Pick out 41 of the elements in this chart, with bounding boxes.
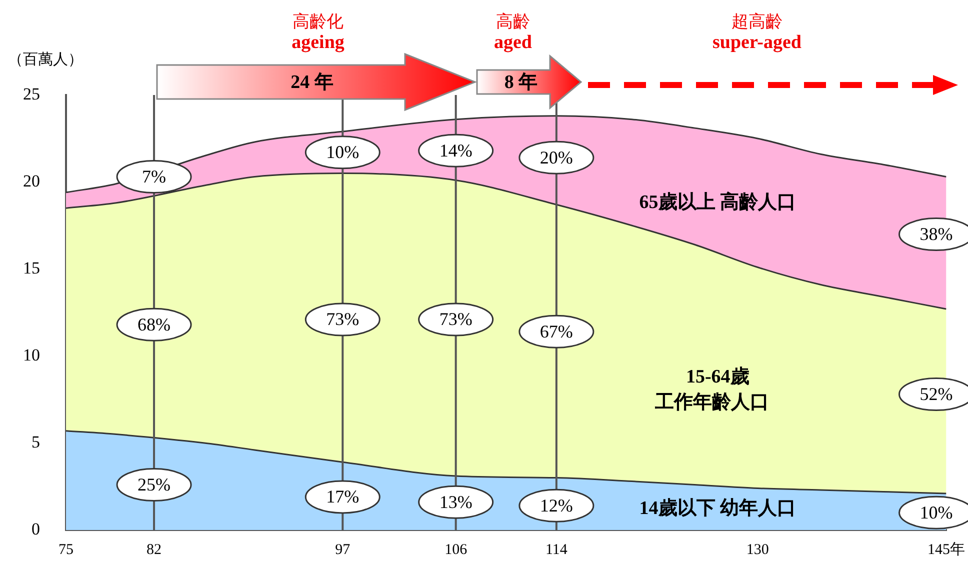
- annotation: 52%: [920, 384, 953, 404]
- annotation: 14%: [439, 140, 472, 160]
- y-tick-label: 0: [32, 519, 40, 538]
- series-label: 15-64歲: [686, 366, 750, 388]
- x-tick-label: 75: [58, 542, 74, 558]
- annotation: 38%: [920, 224, 953, 244]
- x-tick-label: 97: [335, 542, 351, 558]
- x-tick-label: 106: [444, 542, 468, 558]
- text: 24 年: [290, 71, 334, 95]
- y-tick-label: 25: [23, 84, 40, 104]
- annotation: 10%: [920, 502, 953, 522]
- text: aged: [494, 32, 532, 54]
- text: super-aged: [712, 32, 802, 54]
- annotation: 7%: [142, 166, 166, 187]
- annotation: 68%: [138, 314, 171, 334]
- text: 高齡: [496, 11, 530, 33]
- annotation: 73%: [439, 309, 472, 330]
- text: ageing: [292, 32, 344, 54]
- y-tick-label: 15: [23, 258, 40, 278]
- series-label: 14歲以下 幼年人口: [639, 497, 796, 520]
- text: 超高齡: [732, 11, 782, 33]
- text: 高齡化: [292, 11, 344, 33]
- series-label: 65歲以上 高齡人口: [639, 190, 796, 213]
- x-tick-label: 82: [146, 542, 162, 558]
- y-tick-label: 10: [23, 345, 40, 364]
- x-tick-label: 130: [746, 542, 769, 558]
- annotation: 工作年齡人口: [655, 391, 769, 415]
- y-tick-label: 5: [32, 432, 40, 452]
- annotation: 25%: [138, 474, 171, 494]
- annotation: 20%: [540, 147, 573, 168]
- annotation: 10%: [326, 142, 360, 162]
- annotation: 13%: [439, 492, 472, 512]
- annotation: 17%: [326, 486, 360, 507]
- y-tick-label: 20: [23, 171, 40, 190]
- x-tick-label: 145年: [928, 540, 965, 558]
- annotation: 67%: [540, 321, 573, 342]
- annotation: 12%: [540, 495, 573, 516]
- y-axis-title: （百萬人）: [8, 50, 83, 69]
- annotation: 73%: [326, 309, 360, 330]
- text: 8 年: [504, 71, 538, 95]
- x-tick-label: 114: [545, 542, 568, 558]
